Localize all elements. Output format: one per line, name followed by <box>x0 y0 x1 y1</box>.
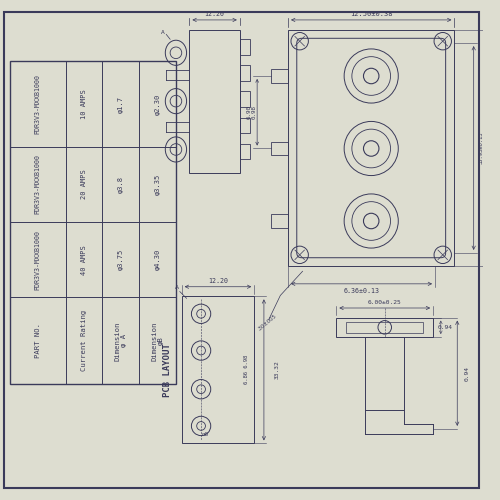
Text: 40 AMPS: 40 AMPS <box>81 245 87 274</box>
Bar <box>190 30 240 172</box>
Text: PCB LAYOUT: PCB LAYOUT <box>162 343 172 396</box>
Text: φ3.35: φ3.35 <box>154 174 160 195</box>
Text: PART NO.: PART NO. <box>34 324 40 358</box>
Text: 33.32: 33.32 <box>275 360 280 379</box>
Text: Current Rating: Current Rating <box>81 310 87 372</box>
Text: .30±005: .30±005 <box>256 313 277 332</box>
Text: 6.90: 6.90 <box>247 105 252 119</box>
Text: 0.98: 0.98 <box>252 105 256 119</box>
Text: 0.94: 0.94 <box>437 325 452 330</box>
Text: PDR3V3-MXXB1000: PDR3V3-MXXB1000 <box>34 154 40 214</box>
Bar <box>182 296 254 444</box>
Text: PDR3V3-MXXB1000: PDR3V3-MXXB1000 <box>34 74 40 134</box>
Bar <box>10 62 176 384</box>
Text: Dimension
φB: Dimension φB <box>151 321 164 360</box>
Bar <box>288 30 454 266</box>
Text: 12.20: 12.20 <box>208 278 228 284</box>
Text: 12.50±0.38: 12.50±0.38 <box>350 11 393 17</box>
Text: φ1.7: φ1.7 <box>118 96 124 112</box>
Text: 20 AMPS: 20 AMPS <box>81 170 87 199</box>
Bar <box>346 322 424 333</box>
Text: 6.36±0.13: 6.36±0.13 <box>344 288 380 294</box>
Text: Dimension
φ A: Dimension φ A <box>114 321 128 360</box>
Text: α8: α8 <box>202 432 208 436</box>
Text: φ2.30: φ2.30 <box>154 94 160 114</box>
Text: A: A <box>160 30 164 35</box>
Text: 6.00±0.25: 6.00±0.25 <box>368 300 402 304</box>
Text: φ4.30: φ4.30 <box>154 249 160 270</box>
Bar <box>270 142 288 156</box>
Bar <box>270 214 288 228</box>
Text: A: A <box>175 284 179 290</box>
Text: 0.94: 0.94 <box>464 366 469 381</box>
Bar <box>336 318 433 337</box>
Bar <box>366 337 404 409</box>
Bar <box>240 40 250 54</box>
Bar <box>240 144 250 159</box>
Text: 6.86 6.98: 6.86 6.98 <box>244 355 249 384</box>
Text: φ3.75: φ3.75 <box>118 249 124 270</box>
Text: φ3.8: φ3.8 <box>118 176 124 193</box>
Text: 12.20: 12.20 <box>204 11 225 17</box>
Text: 35.93±0.13: 35.93±0.13 <box>479 132 484 164</box>
Bar <box>240 92 250 107</box>
Bar <box>240 118 250 133</box>
Bar <box>270 69 288 83</box>
Text: PDR3V3-MXXB1000: PDR3V3-MXXB1000 <box>34 230 40 290</box>
Bar <box>240 66 250 81</box>
Text: 10 AMPS: 10 AMPS <box>81 89 87 119</box>
